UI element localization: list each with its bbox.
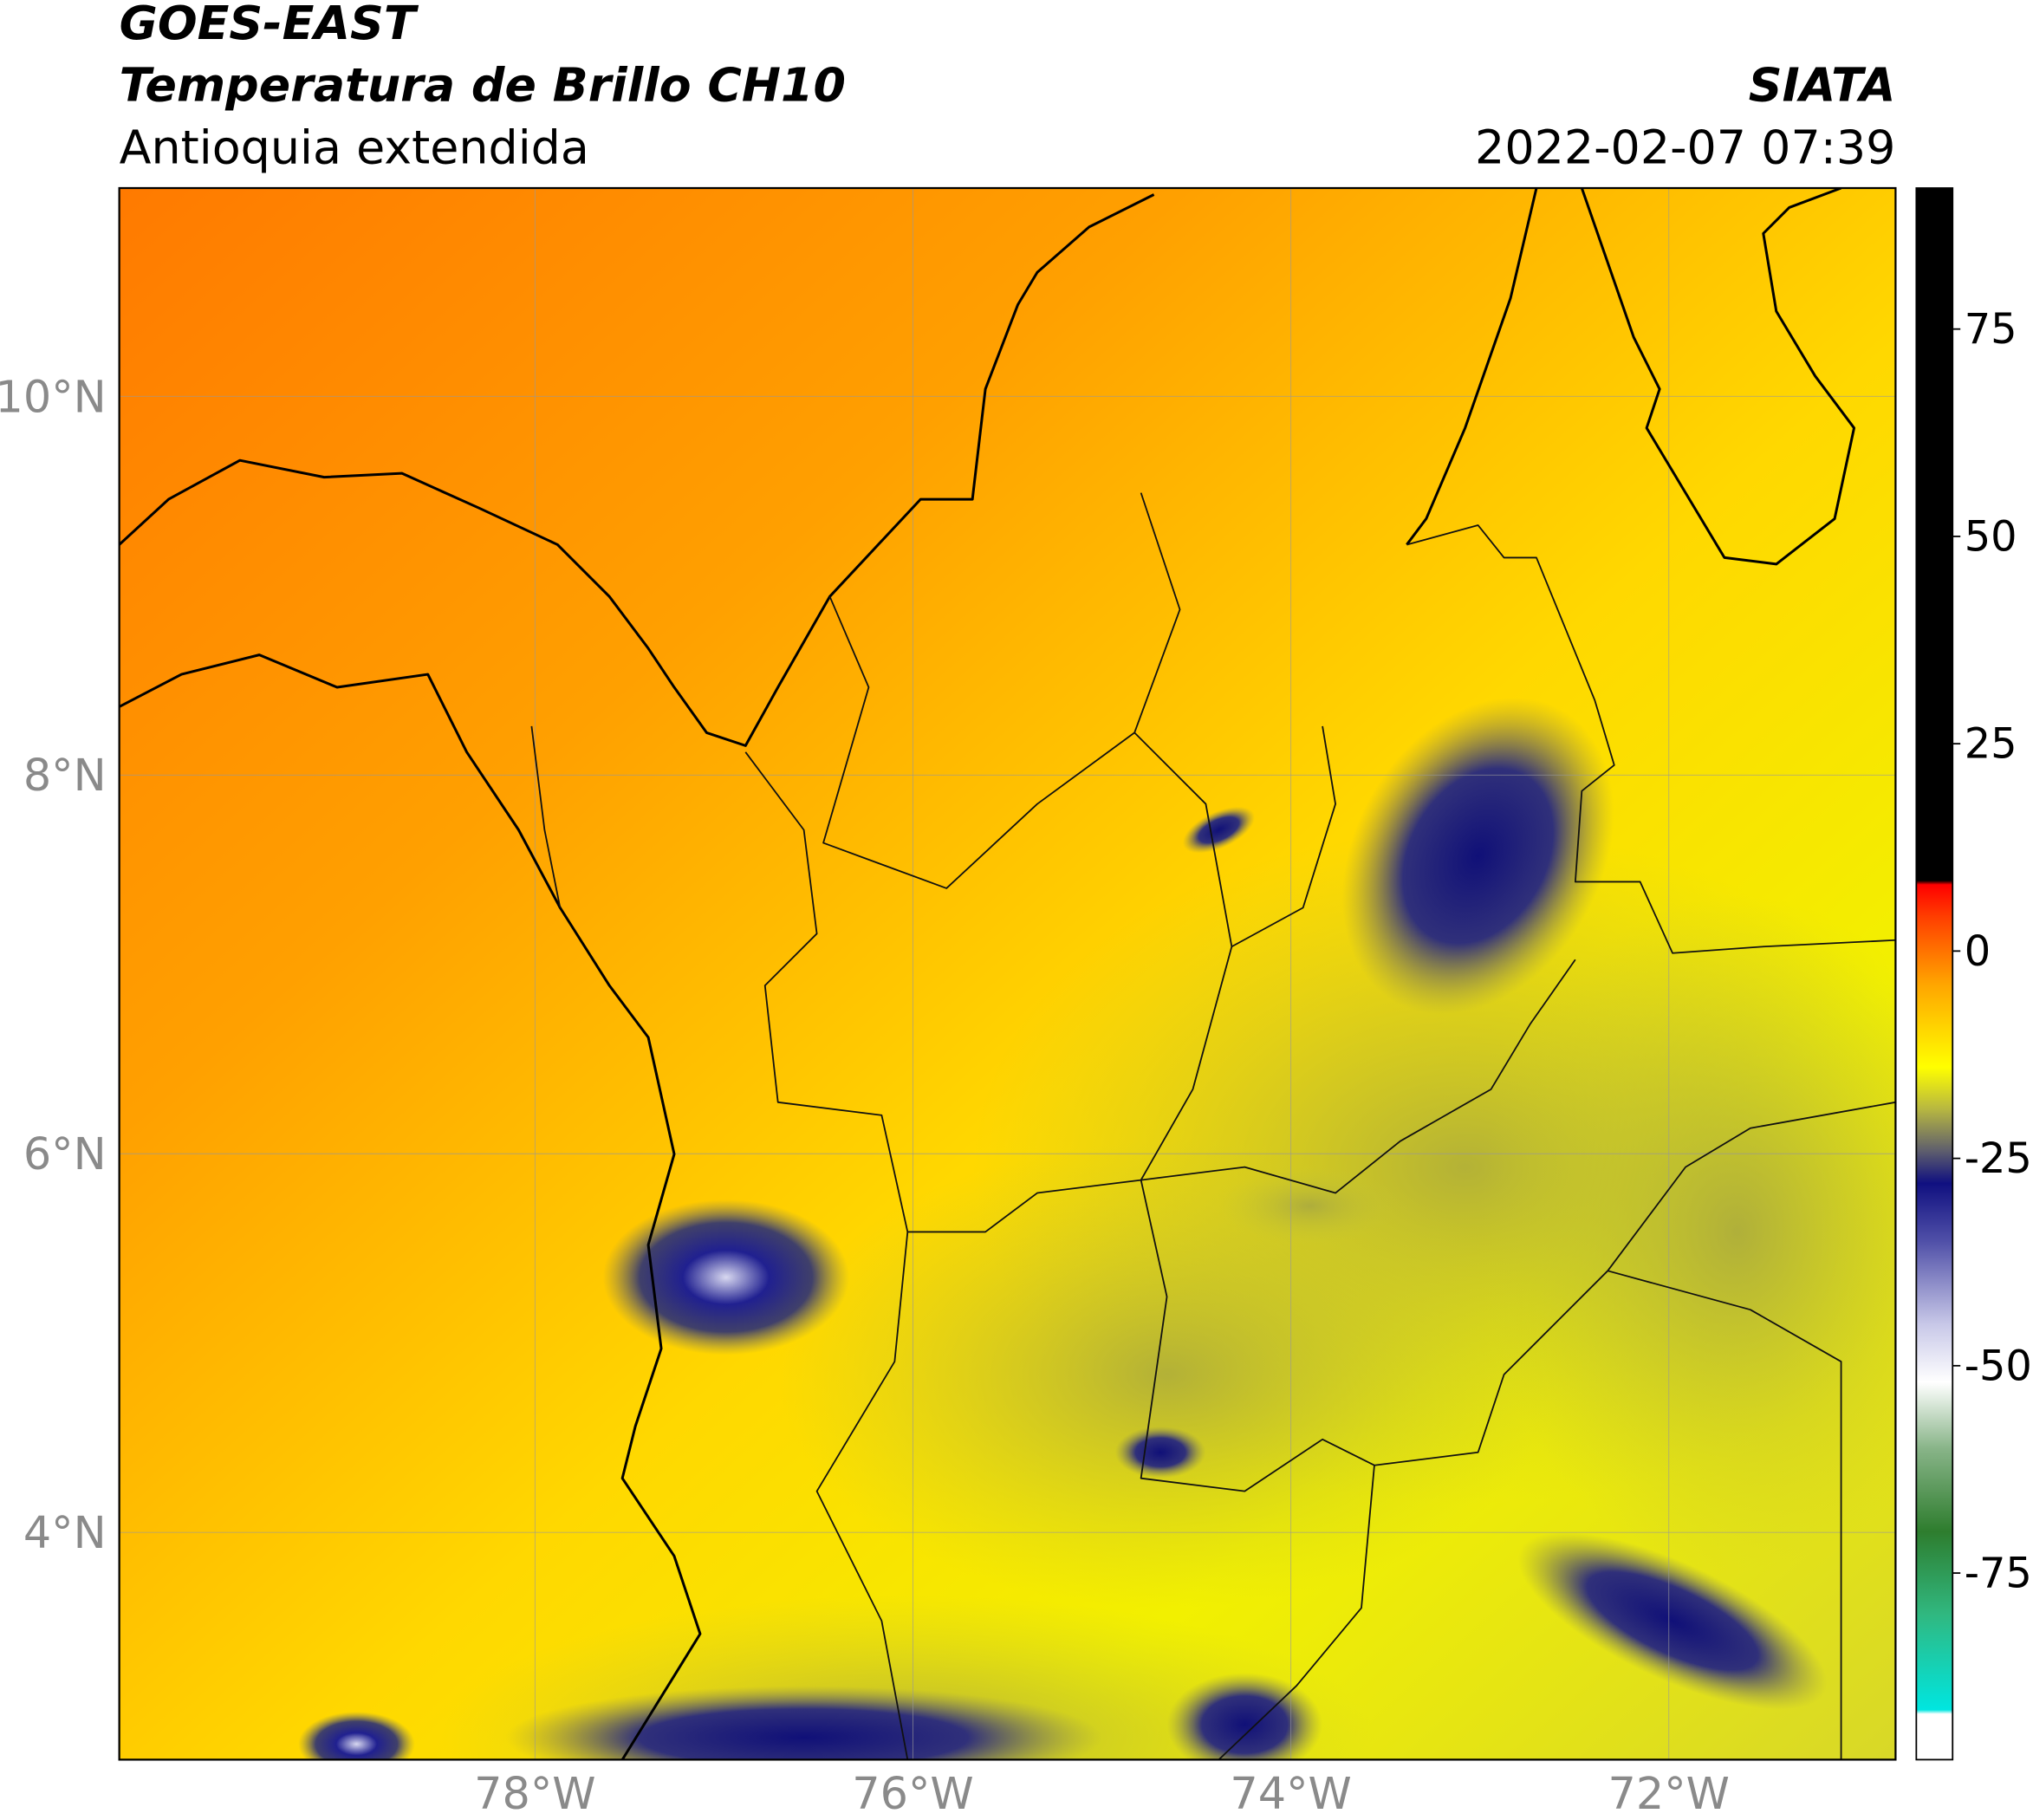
colorbar-tick-label: -75: [1965, 1550, 2032, 1598]
convective-cloud: [1166, 1673, 1323, 1760]
colorbar-tick-label: -50: [1965, 1342, 2032, 1390]
border: [530, 725, 1375, 1760]
cloud-field: [1218, 1167, 1400, 1245]
colorbar-tick-label: 75: [1965, 306, 2017, 354]
border: [1406, 524, 1896, 954]
colorbar-tick-label: 0: [1965, 928, 1991, 976]
convective-cloud: [1182, 806, 1256, 854]
source: SIATA: [1749, 58, 1896, 113]
cloud-field: [777, 1141, 1556, 1609]
x-tick-label: 72°W: [1608, 1768, 1730, 1819]
title: GOES-EAST: [120, 0, 419, 50]
convective-cloud: [1114, 1426, 1206, 1479]
convective-cloud: [602, 1199, 849, 1355]
colorbar-tick-label: -25: [1965, 1135, 2032, 1183]
map-frame: [118, 186, 1897, 1761]
convective-cloud: [505, 1686, 1102, 1760]
colorbar-tick-label: 25: [1965, 721, 2017, 769]
convective-cloud: [1341, 697, 1614, 1015]
border: [744, 751, 1576, 1233]
convective-cloud: [298, 1712, 415, 1760]
cloud-field: [1478, 894, 1896, 1570]
region: Antioquia extendida: [120, 120, 589, 175]
graticule: [119, 188, 1896, 1760]
y-tick-label: 8°N: [23, 750, 107, 801]
colorbar-tick-label: 50: [1965, 513, 2017, 561]
convective-cloud: [1517, 1531, 1828, 1710]
y-tick-label: 4°N: [23, 1507, 107, 1558]
x-tick-label: 76°W: [852, 1768, 973, 1819]
coastline: [1406, 188, 1856, 566]
border: [815, 1101, 1896, 1760]
map-field: [119, 188, 1896, 1760]
timestamp: 2022-02-07 07:39: [1475, 120, 1895, 175]
x-tick-label: 78°W: [474, 1768, 595, 1819]
y-tick-label: 6°N: [23, 1128, 107, 1180]
colorbar: [1915, 187, 1954, 1761]
x-tick-label: 74°W: [1230, 1768, 1351, 1819]
border: [822, 492, 1336, 948]
coastline: [119, 193, 1155, 747]
subtitle: Temperatura de Brillo CH10: [120, 58, 846, 113]
coastline: [119, 653, 702, 1760]
y-tick-label: 10°N: [0, 371, 107, 422]
